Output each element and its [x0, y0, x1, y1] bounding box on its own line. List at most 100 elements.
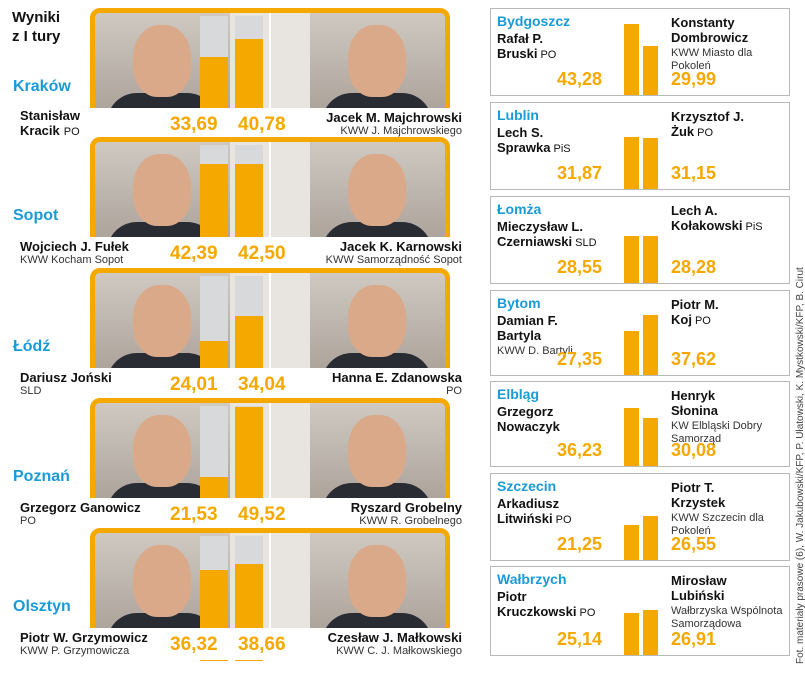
candidate-name-line1: Henryk	[671, 388, 716, 403]
city-card: Bytom Damian F. Bartyla KWW D. Bartyli 27,35…	[490, 290, 790, 376]
candidate-name: Piotr T. Krzystek	[671, 480, 725, 510]
city-card: Szczecin Arkadiusz Litwiński PO 21,25 26,55 Pi…	[490, 473, 790, 561]
candidate-party: KWW C. J. Małkowskiego	[336, 645, 462, 657]
candidate-result: 31,87	[557, 163, 603, 183]
candidate-name-line1: Piotr T.	[671, 480, 715, 495]
city-name: Bydgoszcz	[497, 13, 571, 29]
candidate-name: Piotr M. Koj PO	[671, 297, 719, 329]
candidate-name-line1: Stanisław	[20, 108, 80, 123]
candidate-name-line1: Rafał P.	[497, 31, 544, 46]
result-bar	[624, 613, 639, 655]
candidate-name: Lech S. Sprawka PiS	[497, 125, 571, 157]
candidate-name-line1: Lech A.	[671, 203, 718, 218]
result-bar	[643, 315, 658, 375]
city-name: Łódź	[13, 338, 51, 355]
candidate-name: Grzegorz Ganowicz	[20, 500, 141, 515]
city-name: Bytom	[497, 295, 541, 311]
portrait-face	[133, 285, 191, 357]
candidate-name-line2: Kołakowski	[671, 218, 743, 233]
candidate-name-line1: Dariusz Joński	[20, 370, 112, 385]
candidate-name: Piotr Kruczkowski PO	[497, 589, 595, 621]
city-name: Kraków	[13, 78, 71, 95]
city-name: Łomża	[497, 201, 542, 217]
candidate-name: Jacek M. Majchrowski	[326, 110, 462, 125]
candidate-result: 26,91	[671, 629, 717, 649]
candidate-name-line1: Piotr W. Grzymowicz	[20, 630, 148, 645]
photo-divider	[269, 273, 271, 383]
candidate-name-line2: Słonina	[671, 403, 718, 418]
portrait-face	[133, 25, 191, 97]
candidate-name-line1: Damian F.	[497, 313, 558, 328]
candidate-labels: Grzegorz Ganowicz PO 21,53 49,52 Ryszard Gro…	[10, 498, 470, 530]
candidate-photo	[310, 13, 445, 123]
candidate-result: 38,66	[238, 634, 286, 655]
candidate-result: 25,14	[557, 629, 603, 649]
candidate-name: Grzegorz Nowaczyk	[497, 404, 560, 434]
result-bar	[643, 610, 658, 655]
result-bar	[643, 138, 658, 189]
candidate-result: 33,69	[170, 114, 218, 135]
candidate-photo	[310, 403, 445, 513]
candidate-party: SLD	[575, 237, 597, 249]
candidate-party: PO	[579, 607, 596, 619]
candidate-name-line2: Bartyla	[497, 328, 542, 343]
candidate-name-line2: Lubiński	[671, 588, 725, 603]
photo-divider	[269, 142, 271, 252]
candidate-name: Arkadiusz Litwiński PO	[497, 496, 572, 528]
candidate-party: PiS	[553, 143, 571, 155]
candidate-result: 29,99	[671, 69, 717, 89]
result-bar	[624, 24, 639, 95]
portrait-face	[348, 415, 406, 487]
candidate-party: KWW Miasto dla Pokoleń	[671, 47, 753, 72]
city-name: Sopot	[13, 207, 59, 224]
portrait-face	[348, 25, 406, 97]
candidate-result: 49,52	[238, 504, 286, 525]
portrait-face	[133, 415, 191, 487]
candidate-name-line2: Czerniawski	[497, 234, 573, 249]
candidate-photo	[310, 142, 445, 252]
candidate-name: Ryszard Grobelny	[350, 500, 462, 515]
candidate-photo	[310, 273, 445, 383]
photo-divider	[269, 533, 271, 643]
city-card: Elbląg Grzegorz Nowaczyk 36,23 30,08 Henryk Sł…	[490, 381, 790, 467]
candidate-name-line2: Koj	[671, 312, 692, 327]
candidate-labels: Piotr W. Grzymowicz KWW P. Grzymowicza 36,…	[10, 628, 470, 660]
city-block: Poznań Grzegorz Ganowicz PO 21,53 49,52 Rysza…	[10, 398, 470, 531]
header-title: Wyniki z I tury	[12, 8, 84, 46]
city-name: Szczecin	[497, 478, 557, 494]
candidate-name: Mirosław Lubiński	[671, 573, 727, 603]
candidate-labels: Wojciech J. Fułek KWW Kocham Sopot 42,39 42…	[10, 237, 470, 269]
candidate-party: KWW Kocham Sopot	[20, 254, 124, 266]
candidate-name: Lech A. Kołakowski PiS	[671, 203, 763, 235]
city-block: Łódź Dariusz Joński SLD 24,01 34,04 Hanna E. …	[10, 268, 470, 401]
candidate-party: PO	[446, 385, 462, 397]
candidate-name-line1: Lech S.	[497, 125, 544, 140]
candidate-party: PO	[63, 126, 80, 138]
candidate-name-line1: Arkadiusz	[497, 496, 560, 511]
candidate-result: 43,28	[557, 69, 603, 89]
candidate-party: PO	[555, 514, 572, 526]
city-name: Elbląg	[497, 386, 540, 402]
candidate-party: KWW P. Grzymowicza	[20, 645, 130, 657]
candidate-result: 42,50	[238, 243, 286, 264]
candidate-party: SLD	[20, 385, 42, 397]
candidate-result: 34,04	[238, 374, 286, 395]
candidate-result: 21,53	[170, 504, 218, 525]
result-bar	[624, 137, 639, 189]
candidate-result: 36,32	[170, 634, 218, 655]
candidate-result: 31,15	[671, 163, 717, 183]
candidate-name-line2: Nowaczyk	[497, 419, 560, 434]
candidate-result: 28,55	[557, 257, 603, 277]
candidate-name-line1: Grzegorz	[497, 404, 554, 419]
candidate-result: 28,28	[671, 257, 717, 277]
result-bar	[624, 408, 639, 466]
candidate-result: 40,78	[238, 114, 286, 135]
result-bar	[624, 525, 639, 560]
candidate-result: 36,23	[557, 440, 603, 460]
candidate-party: KW Elbląski Dobry Samorząd	[671, 420, 763, 445]
city-name: Olsztyn	[13, 598, 71, 615]
candidate-name-line2: Bruski	[497, 46, 538, 61]
result-bar	[643, 46, 658, 95]
candidate-name: Krzysztof J. Żuk PO	[671, 109, 744, 141]
candidate-name-line2: Litwiński	[497, 511, 553, 526]
